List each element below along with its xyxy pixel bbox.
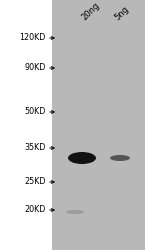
Text: 35KD: 35KD [25,144,46,152]
Text: 20KD: 20KD [25,206,46,214]
Ellipse shape [68,152,96,164]
Ellipse shape [110,155,130,161]
Text: 120KD: 120KD [20,34,46,42]
Bar [52,0,145,250]
Ellipse shape [66,210,84,214]
Text: 25KD: 25KD [25,178,46,186]
Text: 90KD: 90KD [25,64,46,72]
Text: 20ng: 20ng [80,0,101,22]
Text: 50KD: 50KD [25,108,46,116]
Text: 5ng: 5ng [113,4,131,22]
